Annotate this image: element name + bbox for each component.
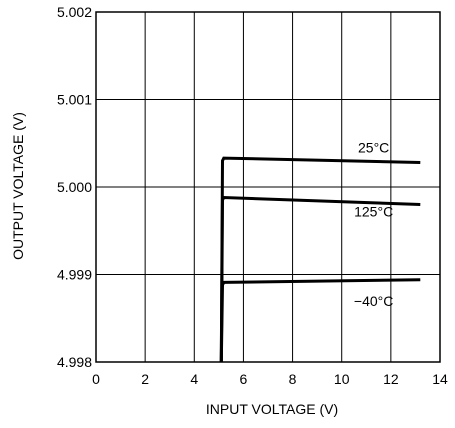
x-tick-label: 12 — [383, 371, 399, 387]
grid — [96, 12, 440, 362]
x-tick-label: 6 — [240, 371, 248, 387]
y-axis-label: OUTPUT VOLTAGE (V) — [10, 112, 26, 260]
y-tick-label: 5.000 — [57, 179, 92, 195]
x-tick-label: 0 — [92, 371, 100, 387]
x-tick-label: 14 — [432, 371, 448, 387]
y-tick-label: 4.998 — [57, 354, 92, 370]
y-tick-label: 4.999 — [57, 267, 92, 283]
series-label: 125°C — [354, 204, 393, 220]
x-tick-label: 2 — [141, 371, 149, 387]
x-tick-label: 4 — [190, 371, 198, 387]
y-tick-label: 5.002 — [57, 4, 92, 20]
series-label: −40°C — [354, 293, 393, 309]
series-annotations: 25°C 125°C −40°C — [354, 140, 393, 309]
tick-labels: 0 2 4 6 8 10 12 14 4.998 4.999 5.000 5.001 5.002 — [57, 4, 448, 387]
x-tick-label: 8 — [289, 371, 297, 387]
x-axis-label: INPUT VOLTAGE (V) — [206, 401, 338, 417]
x-tick-label: 10 — [334, 371, 350, 387]
y-tick-label: 5.001 — [57, 92, 92, 108]
series-label: 25°C — [358, 140, 389, 156]
